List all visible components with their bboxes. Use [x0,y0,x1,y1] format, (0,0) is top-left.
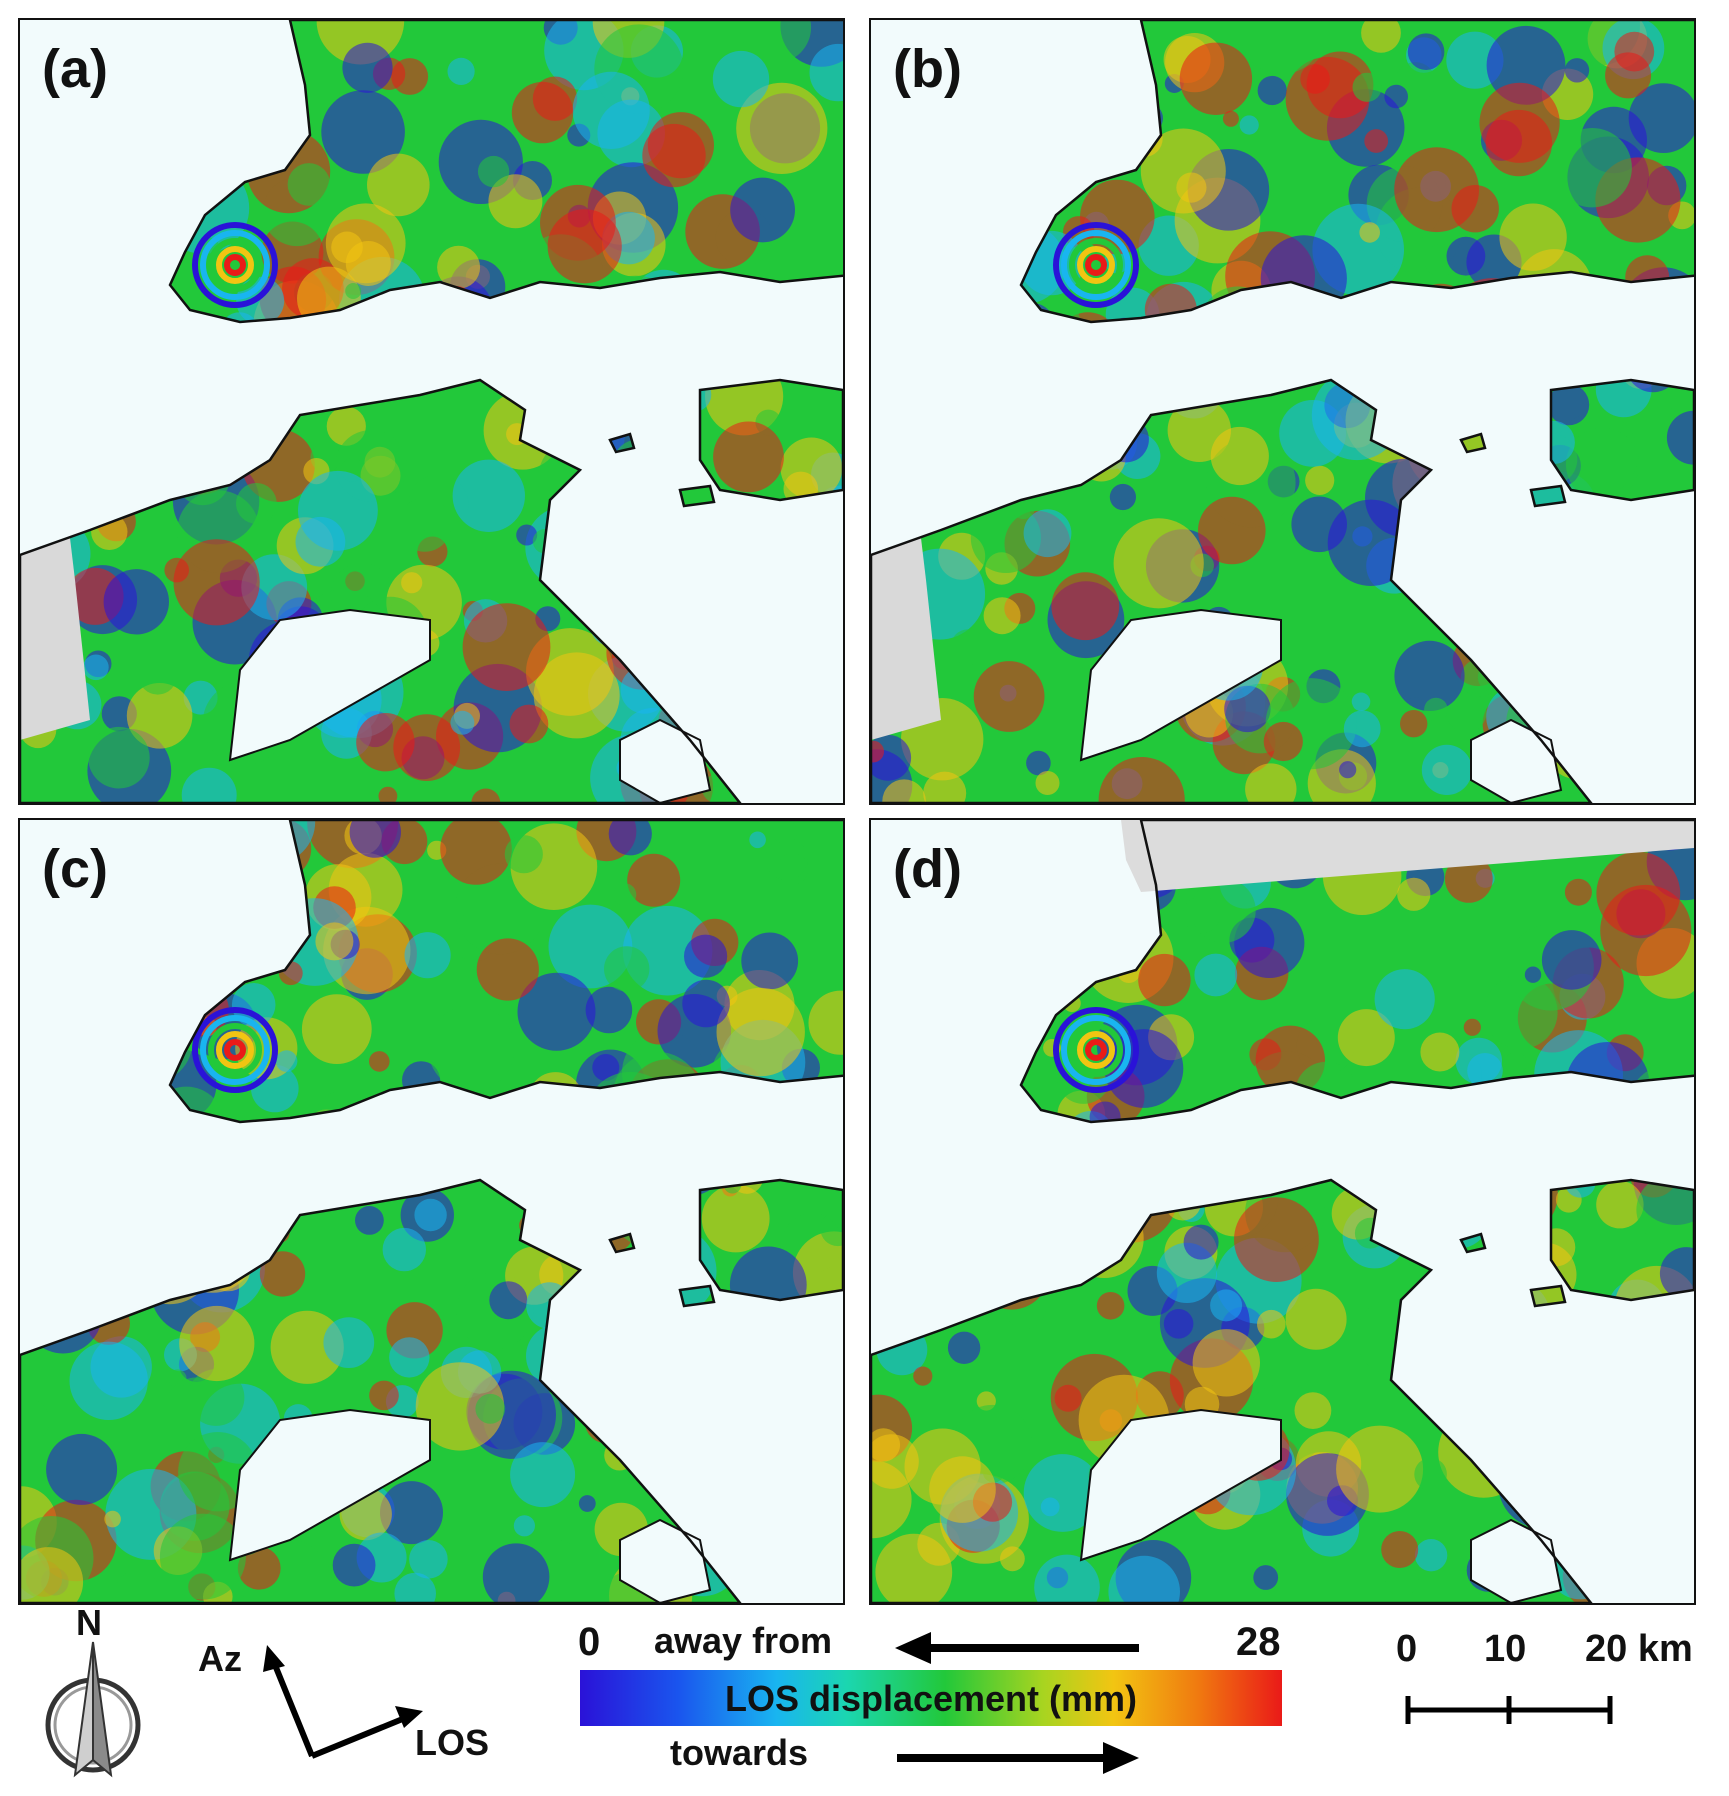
map-a [20,20,843,803]
colorbar: LOS displacement (mm) [580,1670,1282,1726]
towards-label: towards [670,1732,809,1773]
colorbar-max-label: 28 [1236,1620,1281,1664]
colorbar-title: LOS displacement (mm) [724,1678,1138,1719]
scale-bar [1405,1696,1613,1724]
towards-arrow-icon [897,1742,1139,1774]
panel-label-c: (c) [42,839,108,899]
azimuth-los-icon [263,1645,423,1759]
north-label: N [76,1602,102,1643]
los-label: LOS [415,1722,490,1763]
map-b [871,20,1694,803]
map-c [20,820,843,1603]
panel-label-d: (d) [893,839,962,899]
away-arrow-icon [895,1632,1139,1664]
scale-tick-0: 0 [1396,1628,1418,1670]
scale-tick-20: 20 km [1585,1628,1693,1670]
panel-label-a: (a) [42,39,108,99]
panel-c: (c) [18,818,845,1605]
panel-b: (b) [869,18,1696,805]
map-d [871,820,1694,1603]
away-from-label: away from [654,1620,833,1661]
scale-tick-10: 10 [1484,1628,1527,1670]
azimuth-label: Az [198,1638,242,1679]
panel-a: (a) [18,18,845,805]
panel-d: (d) [869,818,1696,1605]
north-arrow-icon [45,1641,141,1778]
colorbar-min-label: 0 [578,1620,601,1664]
panel-label-b: (b) [893,39,962,99]
